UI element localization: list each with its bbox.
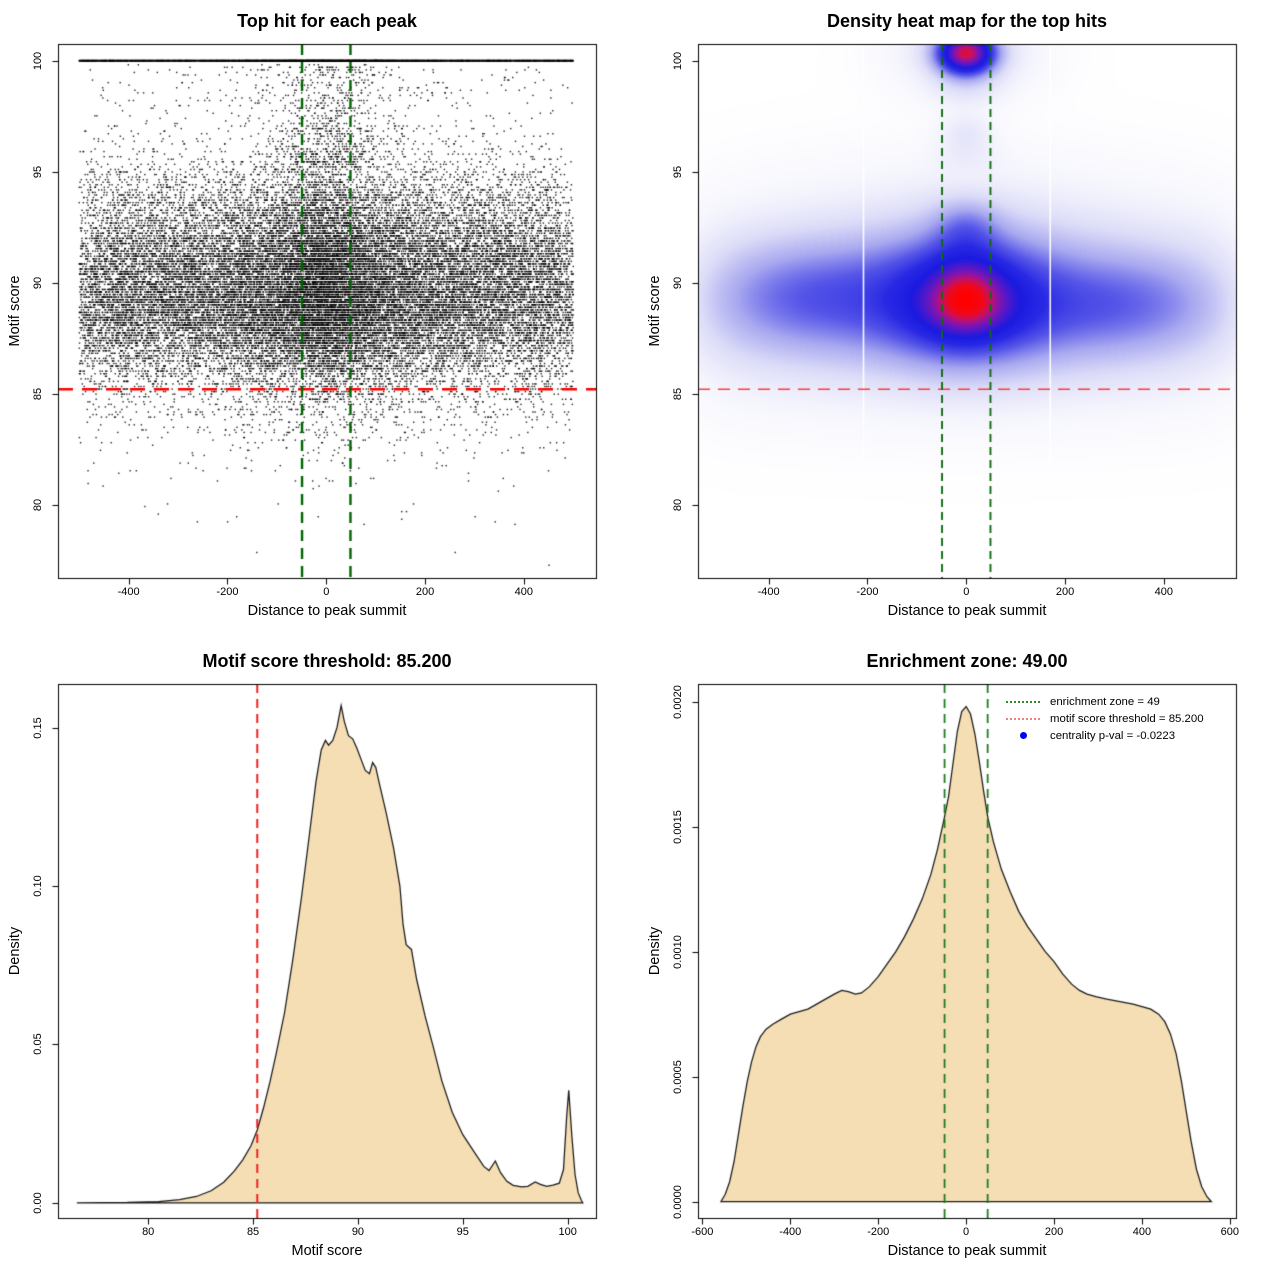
x-tick-label: 95 — [456, 1226, 469, 1238]
x-tick-label: 0 — [963, 586, 970, 598]
y-tick-label: 100 — [672, 51, 684, 70]
plot-legend: enrichment zone = 49 motif score thresho… — [1006, 693, 1204, 744]
x-axis-label: Distance to peak summit — [887, 1243, 1047, 1259]
y-tick-label: 90 — [672, 276, 684, 289]
y-tick-label: 90 — [32, 276, 44, 289]
x-tick-label: 100 — [558, 1226, 577, 1238]
y-axis-label: Density — [647, 926, 663, 976]
dotted-line-icon — [1006, 700, 1040, 703]
y-tick-label: 0.05 — [32, 1033, 44, 1056]
score-density-canvas — [0, 640, 640, 1280]
y-tick-label: 0.00 — [32, 1192, 44, 1214]
x-tick-label: 400 — [1154, 586, 1174, 598]
x-axis-label: Distance to peak summit — [887, 603, 1047, 619]
y-axis-label: Motif score — [647, 275, 663, 347]
dotted-line-icon — [1006, 717, 1040, 720]
legend-item-score-threshold: motif score threshold = 85.200 — [1006, 710, 1204, 727]
y-tick-label: 0.10 — [32, 875, 44, 897]
panel-motif-score-density: Motif score threshold: 85.200 Motif scor… — [0, 640, 640, 1280]
legend-label: centrality p-val = -0.0223 — [1050, 729, 1176, 742]
panel-top-hit-scatter: Top hit for each peak Distance to peak s… — [0, 0, 640, 640]
x-tick-label: -400 — [757, 586, 780, 598]
x-tick-label: 600 — [1220, 1226, 1240, 1238]
x-tick-label: -200 — [856, 586, 879, 598]
x-tick-label: -400 — [779, 1226, 802, 1238]
legend-item-enrichment-zone: enrichment zone = 49 — [1006, 693, 1204, 710]
legend-item-centrality-pval: centrality p-val = -0.0223 — [1006, 727, 1204, 744]
x-tick-label: 0 — [963, 1226, 970, 1238]
x-axis-label: Distance to peak summit — [247, 603, 407, 619]
x-tick-label: -200 — [216, 586, 239, 598]
panel-summit-distance-density: Enrichment zone: 49.00 Distance to peak … — [640, 640, 1280, 1280]
y-tick-label: 80 — [672, 498, 684, 511]
x-tick-label: 200 — [415, 586, 435, 598]
legend-label: enrichment zone = 49 — [1050, 695, 1160, 708]
distance-density-canvas — [640, 640, 1280, 1280]
x-tick-label: 85 — [246, 1226, 260, 1238]
dot-icon — [1006, 732, 1040, 739]
y-tick-label: 100 — [32, 51, 44, 70]
y-tick-label: 0.0005 — [672, 1059, 684, 1094]
x-tick-label: 200 — [1044, 1226, 1064, 1238]
y-tick-label: 95 — [672, 165, 684, 178]
y-tick-label: 95 — [32, 165, 44, 178]
page-title: Motif score threshold: 85.200 — [202, 651, 452, 671]
y-axis-label: Density — [7, 926, 23, 976]
y-tick-label: 0.0020 — [672, 684, 684, 719]
panel-density-heatmap: Density heat map for the top hits Distan… — [640, 0, 1280, 640]
page-title: Density heat map for the top hits — [826, 11, 1108, 31]
legend-label: motif score threshold = 85.200 — [1050, 712, 1204, 725]
y-tick-label: 85 — [672, 387, 684, 400]
y-axis-label: Motif score — [7, 275, 23, 347]
x-tick-label: 400 — [514, 586, 534, 598]
x-tick-label: 90 — [351, 1226, 365, 1238]
y-tick-label: 80 — [32, 498, 44, 511]
y-tick-label: 0.0000 — [672, 1184, 684, 1219]
x-tick-label: 200 — [1055, 586, 1075, 598]
scatter-plot-canvas — [0, 0, 640, 640]
x-axis-label: Motif score — [291, 1243, 363, 1259]
page-title: Enrichment zone: 49.00 — [866, 651, 1068, 671]
x-tick-label: -400 — [117, 586, 140, 598]
x-tick-label: -200 — [867, 1226, 890, 1238]
x-tick-label: -600 — [691, 1226, 714, 1238]
y-tick-label: 85 — [32, 387, 44, 400]
heatmap-canvas — [640, 0, 1280, 640]
page-title: Top hit for each peak — [237, 11, 417, 31]
y-tick-label: 0.0015 — [672, 809, 684, 844]
y-tick-label: 0.15 — [32, 716, 44, 739]
x-tick-label: 0 — [323, 586, 330, 598]
x-tick-label: 80 — [142, 1226, 155, 1238]
x-tick-label: 400 — [1132, 1226, 1152, 1238]
y-tick-label: 0.0010 — [672, 934, 684, 969]
